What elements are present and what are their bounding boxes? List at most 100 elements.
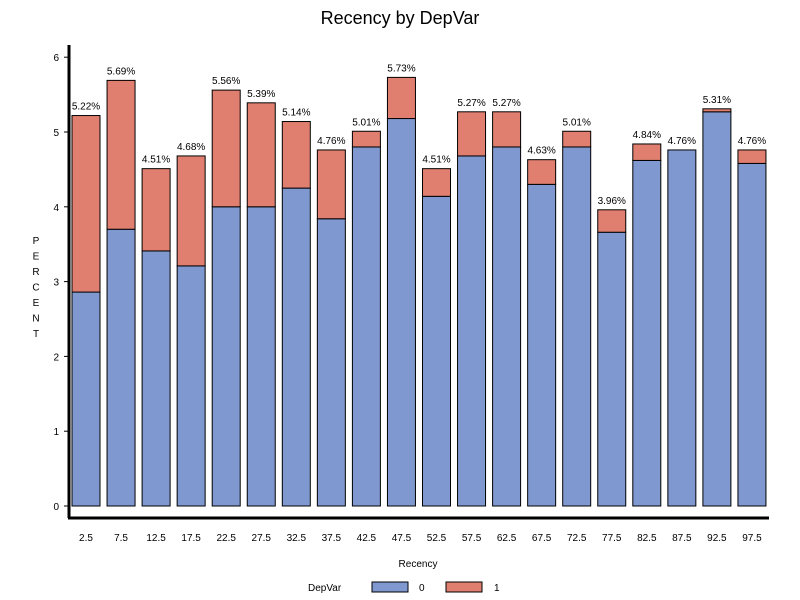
x-tick-label: 7.5	[114, 533, 128, 544]
y-tick-label: 4	[53, 203, 59, 214]
bar-segment-0	[422, 195, 451, 507]
bar-segment-1	[562, 130, 592, 148]
bar-segment-0	[492, 146, 522, 507]
legend-entry-label: 0	[419, 583, 425, 594]
bar-segment-1	[211, 89, 241, 208]
legend-title: DepVar	[308, 583, 342, 594]
bar-segment-1	[422, 168, 451, 197]
x-tick-label: 32.5	[287, 533, 307, 544]
data-label: 5.39%	[247, 89, 275, 100]
data-label: 5.69%	[107, 66, 135, 77]
y-axis-title-letter: E	[33, 298, 40, 309]
x-tick-label: 57.5	[462, 533, 482, 544]
y-tick-label: 6	[53, 53, 59, 64]
bar-segment-1	[316, 149, 346, 220]
bar-segment-1	[141, 168, 171, 252]
legend-entry-label: 1	[494, 583, 500, 594]
x-tick-label: 17.5	[181, 533, 201, 544]
x-tick-label: 77.5	[602, 533, 622, 544]
bar-segment-1	[176, 155, 206, 267]
y-axis-title-letter: P	[33, 236, 40, 247]
y-axis-title-letter: C	[32, 283, 39, 294]
bar-segment-1	[492, 111, 522, 148]
bar-segment-0	[527, 183, 557, 507]
y-tick-label: 1	[53, 427, 59, 438]
y-axis-title-letter: N	[32, 314, 39, 325]
data-label: 3.96%	[598, 196, 626, 207]
bar-segment-1	[632, 143, 662, 161]
bars-layer	[71, 76, 767, 507]
bar-segment-0	[211, 206, 241, 507]
x-tick-label: 2.5	[79, 533, 93, 544]
data-label: 4.84%	[633, 130, 661, 141]
x-tick-label: 47.5	[392, 533, 412, 544]
legend-swatch-0	[371, 581, 409, 593]
x-tick-label: 37.5	[322, 533, 342, 544]
chart-title: Recency by DepVar	[321, 8, 480, 28]
x-tick-label: 22.5	[216, 533, 236, 544]
x-tick-label: 27.5	[252, 533, 272, 544]
bar-segment-1	[457, 111, 487, 157]
bar-segment-1	[702, 108, 732, 113]
bar-segment-0	[351, 146, 381, 507]
data-labels-layer: 5.22% 5.69% 4.51% 4.68% 5.56% 5.39% 5.14% 4.76%…	[72, 63, 766, 206]
x-tick-label: 97.5	[742, 533, 762, 544]
bar-segment-1	[106, 79, 136, 230]
x-tick-label: 42.5	[357, 533, 377, 544]
bar-segment-0	[562, 146, 592, 507]
x-tick-label: 67.5	[532, 533, 552, 544]
y-axis-title-letter: R	[32, 267, 39, 278]
y-tick-label: 0	[53, 502, 59, 513]
bar-segment-0	[246, 206, 276, 507]
x-tick-label: 62.5	[497, 533, 517, 544]
bar-segment-0	[737, 162, 767, 507]
data-label: 5.01%	[352, 117, 380, 128]
bar-segment-1	[386, 76, 416, 120]
bar-segment-1	[737, 149, 767, 164]
bar-segment-0	[71, 291, 101, 507]
data-label: 4.68%	[177, 142, 205, 153]
legend: DepVar 0 1	[308, 581, 500, 594]
bar-segment-1	[351, 130, 381, 148]
bar-segment-0	[176, 265, 206, 507]
data-label: 4.76%	[668, 136, 696, 147]
bar-segment-0	[457, 155, 487, 507]
bar-segment-0	[316, 218, 346, 507]
data-label: 4.51%	[142, 155, 170, 166]
bar-segment-0	[106, 228, 136, 507]
data-label: 4.76%	[317, 136, 345, 147]
data-label: 4.63%	[527, 146, 555, 157]
x-tick-label: 82.5	[637, 533, 657, 544]
data-label: 5.31%	[703, 95, 731, 106]
bar-segment-0	[386, 118, 416, 507]
x-tick-label: 12.5	[146, 533, 166, 544]
bar-segment-1	[281, 121, 311, 189]
bar-segment-1	[246, 102, 276, 208]
bar-segment-0	[667, 149, 697, 507]
data-label: 5.14%	[282, 108, 310, 119]
x-tick-label: 92.5	[707, 533, 727, 544]
data-label: 5.27%	[457, 98, 485, 109]
y-axis-title-letter: E	[33, 252, 40, 263]
y-tick-label: 2	[53, 352, 59, 363]
data-label: 5.22%	[72, 102, 100, 113]
y-tick-label: 5	[53, 128, 59, 139]
y-tick-label: 3	[53, 278, 59, 289]
y-axis-title-letter: T	[33, 329, 39, 340]
x-axis-title: Recency	[399, 559, 438, 570]
legend-swatch-1	[445, 581, 483, 593]
data-label: 5.01%	[563, 117, 591, 128]
data-label: 4.51%	[422, 155, 450, 166]
x-tick-label: 87.5	[672, 533, 692, 544]
bar-segment-0	[281, 187, 311, 507]
data-label: 5.56%	[212, 76, 240, 87]
bar-segment-1	[597, 209, 627, 233]
x-tick-label: 72.5	[567, 533, 587, 544]
data-label: 4.76%	[738, 136, 766, 147]
bar-segment-0	[632, 159, 662, 507]
bar-segment-0	[597, 231, 627, 507]
bar-segment-0	[141, 250, 171, 507]
